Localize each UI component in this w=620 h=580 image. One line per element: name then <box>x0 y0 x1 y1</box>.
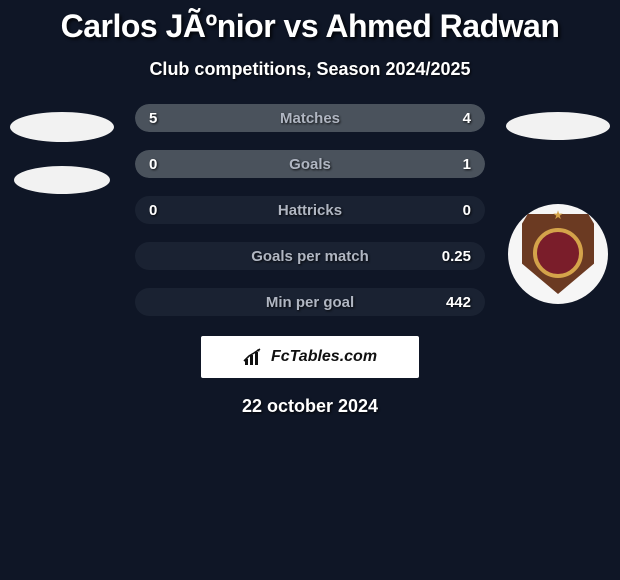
date: 22 october 2024 <box>0 396 620 417</box>
right-player-avatar <box>506 112 610 140</box>
stat-bar: Goals per match 0.25 <box>135 242 485 270</box>
main-row: 5 Matches 4 0 Goals 1 0 Hattricks 0 Goals per mat… <box>0 104 620 316</box>
stat-bar: 0 Hattricks 0 <box>135 196 485 224</box>
attribution-text: FcTables.com <box>271 348 377 366</box>
bar-value-right: 0 <box>431 202 471 219</box>
stat-bars: 5 Matches 4 0 Goals 1 0 Hattricks 0 Goals per mat… <box>135 104 485 316</box>
bar-content: Min per goal 442 <box>135 288 485 316</box>
bar-content: Goals per match 0.25 <box>135 242 485 270</box>
comparison-container: Carlos JÃºnior vs Ahmed Radwan Club comp… <box>0 0 620 417</box>
bar-content: 0 Goals 1 <box>135 150 485 178</box>
bar-value-right: 442 <box>431 294 471 311</box>
bar-value-left: 0 <box>149 156 189 173</box>
bar-content: 0 Hattricks 0 <box>135 196 485 224</box>
page-subtitle: Club competitions, Season 2024/2025 <box>0 59 620 80</box>
bar-value-left: 5 <box>149 110 189 127</box>
bar-content: 5 Matches 4 <box>135 104 485 132</box>
bar-value-right: 0.25 <box>431 248 471 265</box>
attribution: FcTables.com <box>201 336 419 378</box>
bar-value-right: 1 <box>431 156 471 173</box>
bar-value-left: 0 <box>149 202 189 219</box>
bar-label: Goals <box>289 156 331 173</box>
left-player-avatar <box>10 112 114 142</box>
chart-icon <box>243 348 265 366</box>
left-player-col <box>7 104 117 194</box>
stat-bar: 0 Goals 1 <box>135 150 485 178</box>
bar-label: Hattricks <box>278 202 342 219</box>
bar-value-right: 4 <box>431 110 471 127</box>
page-title: Carlos JÃºnior vs Ahmed Radwan <box>0 8 620 45</box>
right-player-col: ★ <box>503 104 613 304</box>
bar-label: Matches <box>280 110 340 127</box>
right-club-badge: ★ <box>508 204 608 304</box>
bar-label: Goals per match <box>251 248 369 265</box>
bar-label: Min per goal <box>266 294 354 311</box>
club-badge-icon: ★ <box>522 214 594 294</box>
left-club-avatar <box>14 166 110 194</box>
stat-bar: Min per goal 442 <box>135 288 485 316</box>
stat-bar: 5 Matches 4 <box>135 104 485 132</box>
